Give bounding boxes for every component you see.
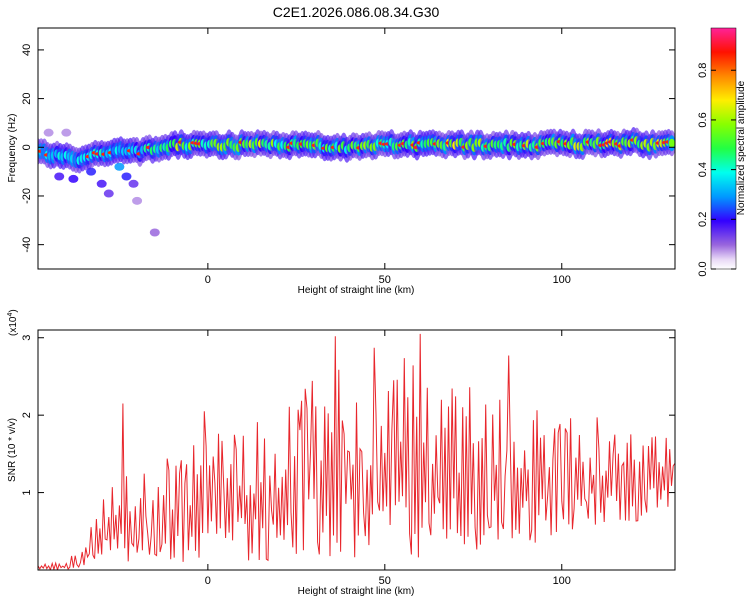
spectrogram-x-tick-label: 0 — [205, 274, 211, 286]
colorbar: 0.0 0.2 0.4 0.6 0.8 Normalized spectral ampl… — [697, 27, 747, 277]
spectrogram-y-axis-title: Frequency (Hz) — [7, 114, 18, 183]
snr-y-tick-label: 3 — [21, 335, 33, 341]
snr-frame — [37, 329, 676, 571]
spectrogram-blob — [68, 174, 79, 183]
snr-x-tick-label: 50 — [379, 575, 391, 587]
spectrogram-blob — [61, 128, 72, 137]
spectrogram-blob — [43, 128, 54, 137]
spectrogram-frame — [37, 27, 676, 270]
spectrogram-y-tick-label: -40 — [21, 237, 33, 253]
spectrogram-x-tick-label: 100 — [553, 274, 571, 286]
spectrogram-x-axis-title: Height of straight line (km) — [298, 285, 415, 296]
spectrogram-y-tick-label: -20 — [21, 188, 33, 204]
snr-y-tick-label: 1 — [21, 490, 33, 496]
spectrogram-band-core — [668, 138, 675, 148]
snr-y-axis-title: SNR (10 * v/v) — [7, 418, 18, 482]
spectrogram-y-tick-label: 40 — [21, 44, 33, 56]
spectrogram-blob — [128, 179, 139, 188]
snr-x-tick-label: 100 — [553, 575, 571, 587]
spectrogram-blob — [96, 179, 107, 188]
snr-panel: 0 50 100 1 2 3 Height of straight line (km) S… — [7, 309, 676, 597]
spectrogram-panel: 0 50 100 -40 -20 0 20 40 Height of straight lin… — [7, 27, 676, 296]
spectrogram-y-tick-label: 20 — [21, 92, 33, 104]
spectrogram-blob — [103, 189, 114, 198]
colorbar-tick-label: 0.4 — [697, 162, 709, 177]
colorbar-tick-label: 0.0 — [697, 261, 709, 276]
spectrogram-blob — [121, 172, 132, 181]
colorbar-gradient — [710, 27, 737, 270]
spectrogram-blob — [114, 162, 125, 171]
snr-x-axis-title: Height of straight line (km) — [298, 586, 415, 597]
snr-background — [38, 330, 675, 570]
spectrogram-y-tick-label: 0 — [21, 144, 33, 150]
colorbar-tick-label: 0.2 — [697, 212, 709, 227]
spectrogram-blob — [149, 228, 160, 237]
spectrogram-blob — [86, 167, 97, 176]
colorbar-tick-label: 0.8 — [697, 63, 709, 78]
colorbar-tick-label: 0.6 — [697, 112, 709, 127]
spectrogram-blob — [132, 196, 143, 205]
snr-scale-label: (x104) — [7, 309, 19, 336]
snr-series-line — [38, 333, 675, 570]
spectrogram-blob — [54, 172, 65, 181]
page-title: C2E1.2026.086.08.34.G30 — [272, 4, 440, 20]
colorbar-title: Normalized spectral amplitude — [736, 80, 747, 215]
spectrogram-x-tick-label: 50 — [379, 274, 391, 286]
snr-y-tick-label: 2 — [21, 412, 33, 418]
snr-x-tick-label: 0 — [205, 575, 211, 587]
